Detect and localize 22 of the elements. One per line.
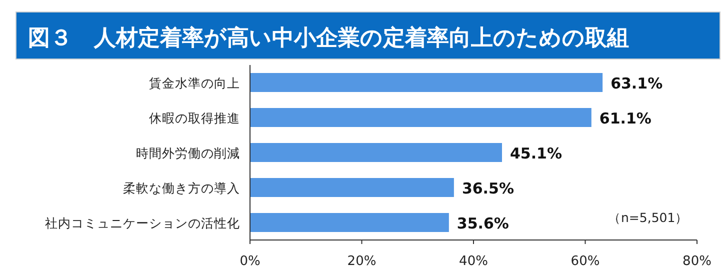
bar <box>250 108 592 127</box>
annotation: （n=5,501） <box>608 210 688 225</box>
data-label: 35.6% <box>456 214 509 232</box>
y-tick-label: 休暇の取得推進 <box>149 110 240 126</box>
y-tick-label: 時間外労働の削減 <box>136 146 240 160</box>
data-label: 45.1% <box>510 144 562 162</box>
bar <box>250 73 603 92</box>
chart-title: 図３ 人材定着率が高い中小企業の定着率向上のための取組 <box>28 25 629 51</box>
x-tick-label: 20% <box>347 254 376 269</box>
y-tick-label: 柔軟な働き方の導入 <box>123 180 240 196</box>
y-tick-label: 社内コミュニケーションの活性化 <box>45 216 240 230</box>
bar <box>250 143 502 162</box>
data-label: 36.5% <box>462 180 514 198</box>
x-tick-label: 0% <box>240 254 260 269</box>
bar <box>250 178 454 197</box>
data-label: 61.1% <box>599 110 652 128</box>
y-tick-label: 賃金水準の向上 <box>149 76 240 90</box>
x-tick-label: 80% <box>682 254 712 269</box>
x-tick-label: 60% <box>570 254 600 269</box>
bar <box>250 213 449 232</box>
data-label: 63.1% <box>610 74 663 92</box>
x-tick-label: 40% <box>459 254 488 269</box>
